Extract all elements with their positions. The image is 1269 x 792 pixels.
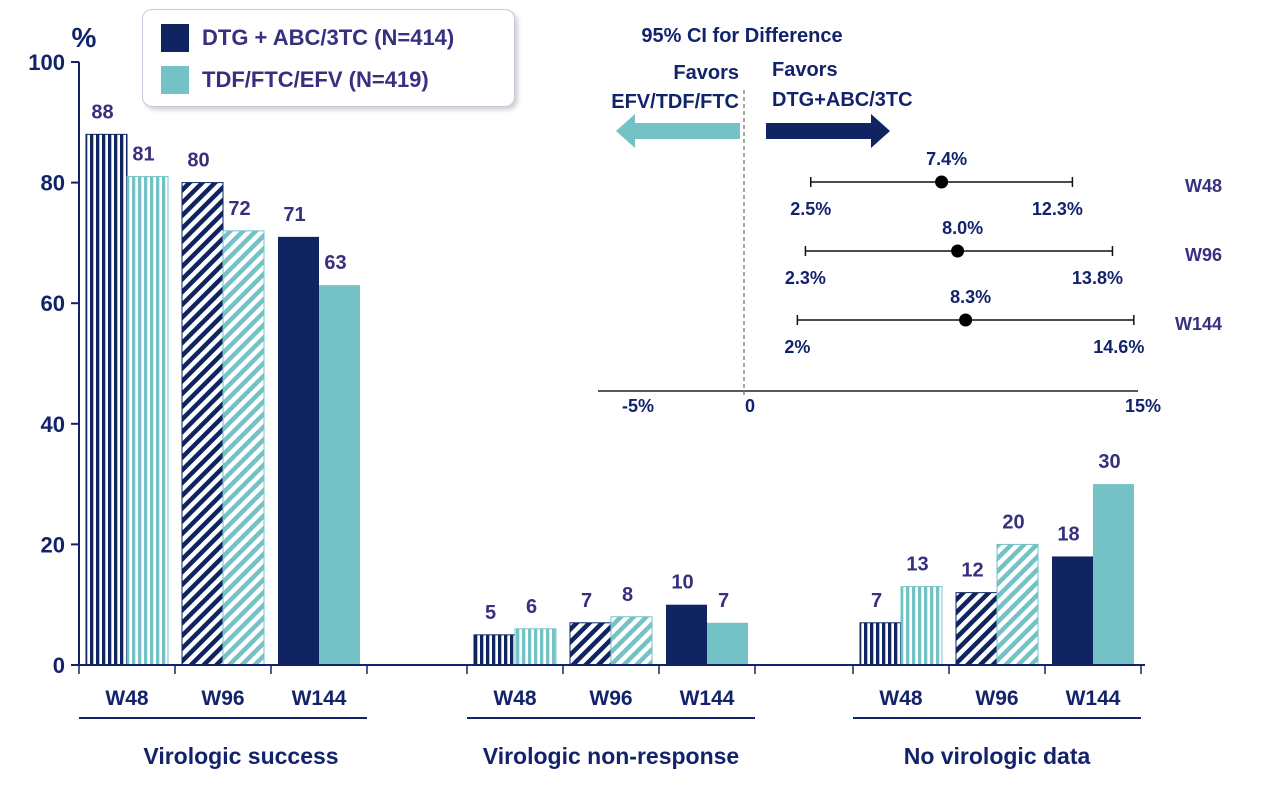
bar-value-label: 88	[91, 101, 113, 123]
ci-upper-label: 12.3%	[1032, 199, 1083, 219]
bar-tdf	[126, 176, 169, 666]
bar-value-label: 7	[581, 590, 592, 612]
bar-tdf	[514, 628, 557, 666]
category-label: W48	[493, 687, 537, 710]
estimate-label: 8.3%	[950, 287, 991, 307]
bar-tdf	[222, 230, 265, 666]
favors-right-line1: Favors	[772, 59, 838, 81]
category-label: W96	[589, 687, 632, 710]
bar-tdf	[707, 622, 748, 665]
arrow-right-icon	[766, 114, 890, 148]
estimate-point	[935, 175, 949, 189]
bar-value-label: 20	[1002, 511, 1024, 533]
bar-value-label: 63	[324, 252, 346, 274]
bar-value-label: 8	[622, 584, 633, 606]
legend-label-dtg: DTG + ABC/3TC (N=414)	[202, 25, 455, 50]
y-tick-label: 0	[53, 653, 65, 678]
y-ticks-layer: 0 20 40 60 80 100	[28, 50, 79, 678]
bar-value-label: 10	[671, 572, 693, 594]
bar-value-label: 81	[132, 144, 154, 166]
bar-dtg	[85, 133, 128, 666]
bar-dtg	[181, 182, 224, 666]
category-label: W96	[975, 687, 1018, 710]
legend-swatch-tdf	[161, 66, 189, 94]
estimate-point	[951, 244, 965, 258]
bar-value-label: 71	[283, 204, 305, 226]
favors-right-line2: DTG+ABC/3TC	[772, 89, 913, 111]
bar-value-label: 13	[906, 554, 928, 576]
forest-row-label: W144	[1175, 314, 1222, 334]
category-label: W144	[292, 687, 347, 710]
bar-value-label: 6	[526, 596, 537, 618]
ci-lower-label: 2%	[784, 337, 810, 357]
bar-dtg	[955, 592, 998, 666]
estimate-label: 8.0%	[942, 218, 983, 238]
category-label: W48	[879, 687, 923, 710]
y-axis-unit-label: %	[72, 22, 97, 53]
x-ticks-layer: Virologic success W48 W96 W144 Virologic non…	[78, 665, 1142, 769]
favors-left-line2: EFV/TDF/FTC	[611, 91, 739, 113]
y-tick-label: 20	[41, 532, 65, 557]
value-labels-layer: 88 81 80 72 71 63 5 6 7 8 10 7 7 13 12 20 18 30	[91, 101, 1120, 623]
bar-value-label: 7	[718, 590, 729, 612]
bar-value-label: 7	[871, 590, 882, 612]
forest-tick-neg5: -5%	[622, 396, 654, 416]
forest-rows-layer: 7.4% 2.5% 12.3% W48 8.0% 2.3% 13.8% W96 8.3% 2% 14…	[784, 149, 1222, 357]
arrow-left-icon	[616, 114, 740, 148]
legend-swatch-dtg	[161, 24, 189, 52]
bar-dtg	[473, 634, 516, 666]
legend-item-tdf: TDF/FTC/EFV (N=419)	[161, 66, 429, 94]
y-tick-label: 60	[41, 291, 65, 316]
bar-dtg	[666, 604, 707, 665]
bar-tdf	[1093, 484, 1134, 665]
bars-layer	[85, 133, 1134, 666]
estimate-point	[959, 313, 973, 327]
ci-upper-label: 13.8%	[1072, 268, 1123, 288]
category-label: W96	[201, 687, 244, 710]
ci-lower-label: 2.5%	[790, 199, 831, 219]
bar-value-label: 72	[228, 198, 250, 220]
forest-title: 95% CI for Difference	[641, 25, 842, 47]
legend: DTG + ABC/3TC (N=414) TDF/FTC/EFV (N=419…	[142, 9, 515, 107]
bar-dtg	[278, 236, 319, 665]
legend-label-tdf: TDF/FTC/EFV (N=419)	[202, 67, 429, 92]
favors-left-line1: Favors	[673, 62, 739, 84]
bar-tdf	[319, 285, 360, 665]
bar-tdf	[610, 616, 653, 666]
bar-tdf	[996, 543, 1039, 666]
forest-row-label: W96	[1185, 245, 1222, 265]
ci-upper-label: 14.6%	[1093, 337, 1144, 357]
bar-chart: 88 81 80 72 71 63 5 6 7 8 10 7 7 13 12 20 18 30 0 20 40 60 80…	[28, 22, 1145, 769]
group-label: Virologic success	[143, 743, 338, 769]
forest-row-label: W48	[1185, 176, 1222, 196]
forest-tick-0: 0	[745, 396, 755, 416]
bar-dtg	[1052, 556, 1093, 665]
ci-lower-label: 2.3%	[785, 268, 826, 288]
bar-dtg	[569, 622, 612, 666]
bar-value-label: 30	[1098, 451, 1120, 473]
y-tick-label: 100	[28, 50, 65, 75]
forest-plot: 95% CI for Difference Favors EFV/TDF/FTC…	[598, 25, 1222, 416]
y-tick-label: 40	[41, 412, 65, 437]
forest-tick-15: 15%	[1125, 396, 1161, 416]
category-label: W144	[680, 687, 735, 710]
bar-dtg	[859, 622, 902, 666]
category-label: W144	[1066, 687, 1121, 710]
bar-tdf	[900, 586, 943, 666]
estimate-label: 7.4%	[926, 149, 967, 169]
bar-value-label: 12	[961, 560, 983, 582]
bar-value-label: 5	[485, 602, 496, 624]
y-tick-label: 80	[41, 171, 65, 196]
group-label: No virologic data	[904, 743, 1091, 769]
bar-value-label: 18	[1057, 523, 1079, 545]
legend-item-dtg: DTG + ABC/3TC (N=414)	[161, 24, 454, 52]
bar-value-label: 80	[187, 150, 209, 172]
group-label: Virologic non-response	[483, 743, 739, 769]
category-label: W48	[105, 687, 149, 710]
